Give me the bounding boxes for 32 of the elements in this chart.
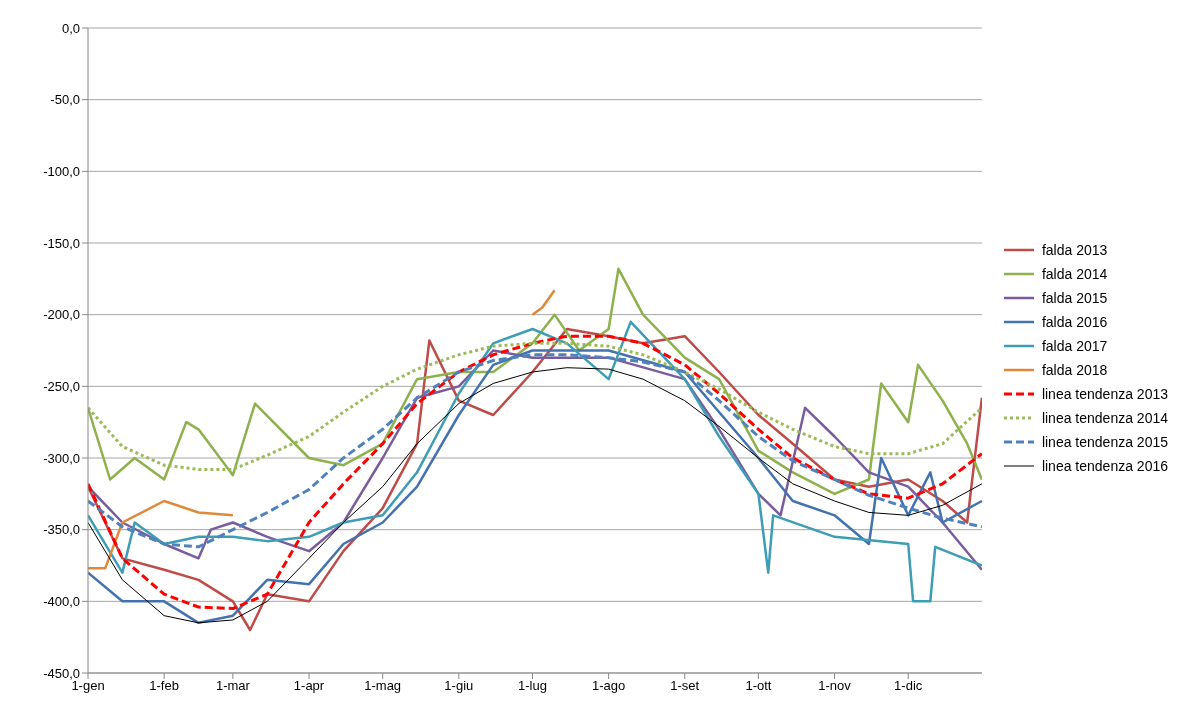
x-tick-label: 1-nov <box>818 678 852 694</box>
x-tick-label: 1-set <box>670 678 700 694</box>
x-tick-label: 1-giu <box>444 678 474 694</box>
x-tick-label: 1-dic <box>894 678 923 694</box>
legend-label: falda 2014 <box>1041 266 1108 282</box>
y-tick-label: -300,0 <box>43 450 80 466</box>
legend-label: linea tendenza 2016 <box>1041 458 1168 474</box>
legend-label: falda 2015 <box>1041 290 1108 306</box>
x-tick-label: 1-apr <box>293 678 325 694</box>
y-tick-label: -150,0 <box>43 235 80 251</box>
y-tick-label: 0,0 <box>61 20 80 36</box>
legend-label: falda 2017 <box>1041 338 1108 354</box>
legend-label: linea tendenza 2013 <box>1041 386 1168 402</box>
x-tick-label: 1-lug <box>518 678 547 694</box>
x-tick-label: 1-mag <box>364 678 402 694</box>
legend-label: linea tendenza 2015 <box>1041 434 1168 450</box>
legend-label: falda 2018 <box>1041 362 1108 378</box>
y-tick-label: -250,0 <box>43 378 80 394</box>
legend-label: falda 2016 <box>1041 314 1108 330</box>
y-tick-label: -350,0 <box>43 522 80 538</box>
y-tick-label: -100,0 <box>43 163 80 179</box>
y-tick-label: -50,0 <box>50 92 80 108</box>
x-tick-label: 1-feb <box>149 678 179 694</box>
y-tick-label: -200,0 <box>43 307 80 323</box>
x-tick-label: 1-ott <box>745 678 772 694</box>
y-tick-label: -400,0 <box>43 593 80 609</box>
y-tick-label: -450,0 <box>43 665 80 681</box>
legend-label: falda 2013 <box>1041 242 1108 258</box>
x-tick-label: 1-mar <box>215 678 251 694</box>
x-tick-label: 1-ago <box>591 678 626 694</box>
legend-label: linea tendenza 2014 <box>1041 410 1168 426</box>
x-tick-label: 1-gen <box>71 678 105 694</box>
